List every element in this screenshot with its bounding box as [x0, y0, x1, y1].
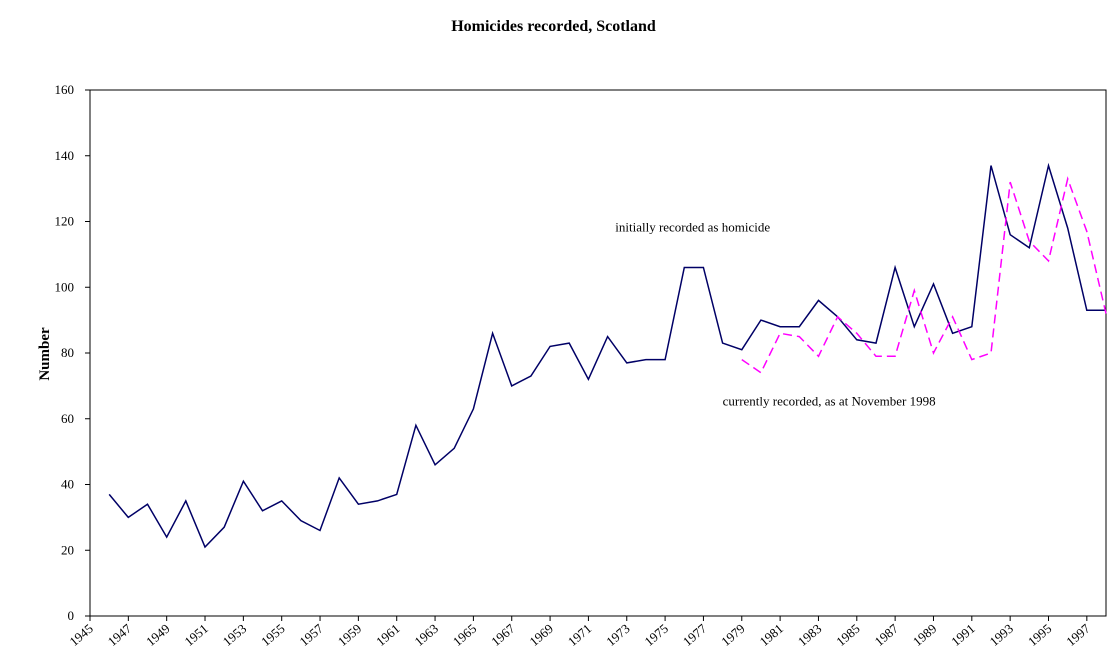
x-tick-label: 1959	[335, 621, 365, 649]
annotation-label: currently recorded, as at November 1998	[723, 394, 936, 409]
x-tick-label: 1965	[450, 621, 480, 649]
x-tick-label: 1945	[66, 621, 96, 649]
x-tick-label: 1991	[948, 621, 978, 649]
y-tick-labels: 0 20 40 60 80 100 120 140 160	[55, 82, 75, 623]
y-tick-label: 160	[55, 82, 75, 97]
plot-frame	[89, 89, 1107, 617]
x-tick-label: 1989	[910, 621, 940, 649]
x-tick-label: 1971	[565, 621, 595, 649]
series-line-initial	[108, 162, 1106, 549]
y-tick-label: 0	[68, 608, 75, 623]
x-tick-label: 1975	[641, 621, 671, 649]
x-tick-label: 1961	[373, 621, 403, 649]
x-tick-label: 1951	[181, 621, 211, 649]
series-lines	[108, 162, 1107, 549]
y-tick-label: 120	[55, 214, 75, 229]
x-tick-label: 1955	[258, 621, 288, 649]
y-axis-label: Number	[37, 327, 53, 381]
y-tick-label: 80	[61, 345, 74, 360]
x-tick-label: 1969	[526, 621, 556, 649]
x-tick-label: 1981	[756, 621, 786, 649]
x-tick-label: 1957	[296, 620, 326, 649]
x-tick-label: 1953	[220, 621, 250, 649]
annotation-label: initially recorded as homicide	[615, 219, 770, 234]
x-tick-label: 1979	[718, 621, 748, 649]
x-tick-label: 1963	[411, 621, 441, 649]
axes	[85, 89, 1107, 621]
y-tick-label: 60	[61, 411, 74, 426]
y-tick-label: 20	[61, 542, 74, 557]
x-tick-label: 1949	[143, 621, 173, 649]
x-tick-label: 1985	[833, 621, 863, 649]
x-tick-label: 1997	[1063, 620, 1093, 649]
chart-title: Homicides recorded, Scotland	[451, 18, 656, 35]
y-tick-label: 140	[55, 148, 75, 163]
annotations: initially recorded as homicide currently …	[615, 219, 935, 408]
x-tick-label: 1973	[603, 621, 633, 649]
x-tick-label: 1995	[1025, 621, 1055, 649]
x-tick-labels: 1945 1947 1949 1951 1953 1955 1957 1959 1961 1963…	[66, 620, 1093, 649]
x-tick-label: 1987	[872, 620, 902, 649]
x-tick-label: 1967	[488, 620, 518, 649]
y-tick-label: 100	[55, 279, 75, 294]
x-tick-label: 1947	[105, 620, 135, 649]
x-tick-label: 1983	[795, 621, 825, 649]
x-tick-label: 1993	[987, 621, 1017, 649]
y-tick-label: 40	[61, 477, 74, 492]
x-tick-label: 1977	[680, 620, 710, 649]
series-line-current	[741, 176, 1107, 374]
